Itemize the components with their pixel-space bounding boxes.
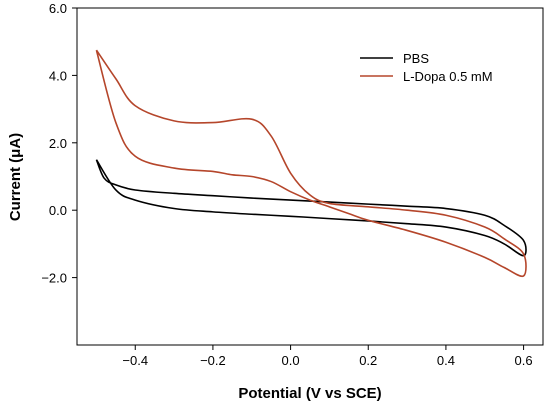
y-axis-title: Current (μA) (7, 133, 24, 221)
legend-label: L-Dopa 0.5 mM (403, 69, 493, 84)
x-axis-ticks: −0.4 −0.2 0.0 0.2 0.4 0.6 (122, 345, 533, 368)
y-tick-label: 2.0 (49, 136, 67, 151)
y-tick-label: 0.0 (49, 203, 67, 218)
y-axis-ticks: −2.0 0.0 2.0 4.0 6.0 (41, 1, 77, 286)
plot-frame (76, 7, 544, 346)
series-layer (95, 49, 527, 278)
x-tick-label: 0.6 (515, 353, 533, 368)
series-line-l-dopa (95, 49, 527, 278)
x-tick-label: 0.4 (437, 353, 455, 368)
x-tick-label: −0.2 (200, 353, 226, 368)
x-tick-label: −0.4 (122, 353, 148, 368)
y-tick-label: −2.0 (41, 271, 67, 286)
legend: PBS L-Dopa 0.5 mM (360, 51, 493, 84)
x-axis-title: Potential (V vs SCE) (238, 385, 381, 402)
y-tick-label: 6.0 (49, 1, 67, 16)
x-tick-label: 0.2 (359, 353, 377, 368)
x-tick-label: 0.0 (282, 353, 300, 368)
series-line-pbs (95, 159, 527, 257)
legend-label: PBS (403, 51, 429, 66)
y-tick-label: 4.0 (49, 68, 67, 83)
